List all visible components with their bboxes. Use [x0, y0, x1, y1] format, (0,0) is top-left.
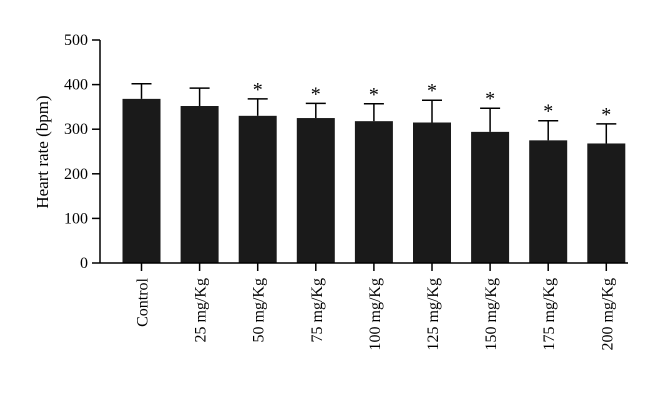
x-tick-label-7: 175 mg/Kg [541, 278, 558, 350]
significance-marker-4: * [369, 84, 379, 106]
x-tick-label-8: 200 mg/Kg [599, 278, 616, 350]
bars-layer [122, 98, 626, 264]
bar-0 [122, 98, 161, 263]
y-tick-label-3: 300 [64, 121, 88, 138]
significance-marker-8: * [601, 104, 611, 126]
significance-marker-5: * [427, 80, 437, 102]
significance-marker-3: * [311, 83, 321, 105]
x-tick-label-1: 25 mg/Kg [193, 278, 210, 342]
bar-4 [354, 121, 393, 263]
y-tick-label-0: 0 [80, 255, 88, 272]
bar-2 [238, 115, 277, 263]
bar-3 [296, 118, 335, 263]
x-tick-label-0: Control [135, 277, 152, 326]
axes-layer [99, 40, 628, 264]
x-tick-label-2: 50 mg/Kg [251, 278, 268, 342]
significance-marker-2: * [253, 79, 263, 101]
bar-5 [413, 122, 451, 263]
error-bars-layer [131, 82, 617, 144]
significance-layer: * * * * * * * [253, 79, 612, 126]
y-tick-label-5: 500 [64, 32, 88, 49]
significance-marker-7: * [543, 101, 553, 123]
bar-1 [180, 106, 219, 264]
x-ticks-layer: Control 25 mg/Kg 50 mg/Kg 75 mg/Kg 100 mg/Kg… [135, 263, 616, 350]
bar-7 [529, 140, 568, 263]
bar-8 [587, 143, 626, 263]
x-tick-label-6: 150 mg/Kg [483, 278, 500, 350]
x-tick-label-3: 75 mg/Kg [309, 278, 326, 342]
y-ticks-layer: 0 100 200 300 400 500 [64, 32, 100, 272]
y-axis-label: Heart rate (bpm) [33, 95, 52, 208]
y-tick-label-4: 400 [64, 77, 88, 94]
x-tick-label-5: 125 mg/Kg [425, 278, 442, 350]
bar-6 [471, 131, 510, 263]
y-tick-label-2: 200 [64, 166, 88, 183]
significance-marker-6: * [485, 88, 495, 110]
x-tick-label-4: 100 mg/Kg [367, 278, 384, 350]
y-tick-label-1: 100 [64, 210, 88, 227]
